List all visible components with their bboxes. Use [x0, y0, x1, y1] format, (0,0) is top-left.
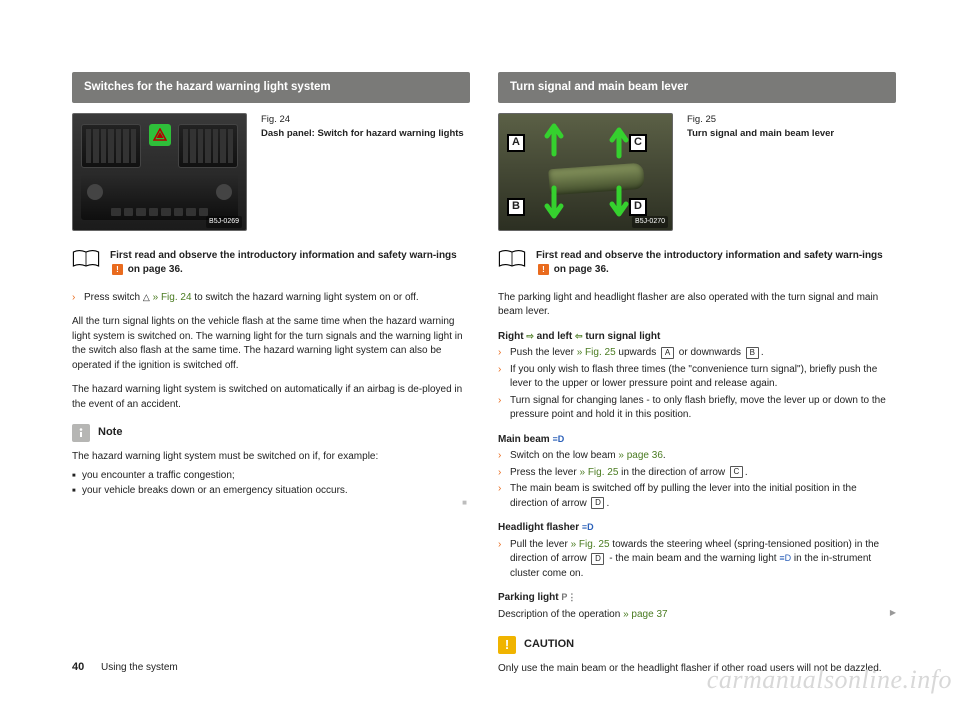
- label-c: C: [629, 134, 647, 152]
- figure-25-title: Turn signal and main beam lever: [687, 128, 834, 139]
- label-a: A: [507, 134, 525, 152]
- list-item: Switch on the low beam » page 36.: [498, 449, 896, 464]
- read-first-left: First read and observe the introductory …: [72, 249, 470, 277]
- continue-icon: ▶: [890, 608, 896, 617]
- list-item: Press the lever » Fig. 25 in the directi…: [498, 466, 896, 481]
- list-item: your vehicle breaks down or an emergency…: [72, 484, 470, 499]
- figure-24-image: B5J-0269: [72, 113, 247, 231]
- book-icon: [498, 249, 526, 269]
- figure-24-caption: Fig. 24 Dash panel: Switch for hazard wa…: [261, 113, 470, 231]
- dash-vent-left: [81, 124, 141, 168]
- chapter-name: Using the system: [101, 662, 178, 673]
- hazard-switch-icon: [149, 124, 171, 146]
- flasher-list: Pull the lever » Fig. 25 towards the ste…: [498, 538, 896, 582]
- dash-vent-right: [178, 124, 238, 168]
- sub-turn-pre: Right: [498, 331, 526, 342]
- note-label: Note: [98, 425, 122, 441]
- subhead-parking-light: Parking light P⋮: [498, 591, 896, 606]
- parking-light-icon: P⋮: [561, 591, 576, 604]
- figure-24-code: B5J-0269: [206, 216, 242, 228]
- sub-turn-mid: and left: [534, 331, 575, 342]
- figure-25-code: B5J-0270: [632, 216, 668, 228]
- warning-icon: !: [538, 264, 549, 275]
- right-intro: The parking light and headlight flasher …: [498, 291, 896, 320]
- main-beam-icon: ≡D: [552, 433, 564, 446]
- body-paragraph: The hazard warning light system is switc…: [72, 383, 470, 412]
- label-d: D: [629, 198, 647, 216]
- dash-radio: [81, 174, 238, 220]
- info-icon: [72, 424, 90, 442]
- ref-a: A: [661, 347, 674, 359]
- caution-label: CAUTION: [524, 637, 574, 653]
- subhead-main-beam: Main beam ≡D: [498, 433, 896, 448]
- read-first-right: First read and observe the introductory …: [498, 249, 896, 277]
- body-paragraph: All the turn signal lights on the vehicl…: [72, 315, 470, 373]
- list-item: The main beam is switched off by pulling…: [498, 482, 896, 511]
- warning-icon: !: [112, 264, 123, 275]
- turn-signal-list: Push the lever » Fig. 25 upwards A or do…: [498, 346, 896, 423]
- ref-d: D: [591, 497, 604, 509]
- note-list: you encounter a traffic congestion; your…: [72, 469, 470, 499]
- rf-pre: First read and observe the introductory …: [110, 250, 457, 261]
- list-item: Press switch △ » Fig. 24 to switch the h…: [72, 291, 470, 306]
- book-icon: [72, 249, 100, 269]
- step-post: to switch the hazard warning light syste…: [192, 292, 419, 303]
- figure-24-title: Dash panel: Switch for hazard warning li…: [261, 128, 464, 139]
- figure-25-image: A B C D B5J-0270: [498, 113, 673, 231]
- rf-post: on page 36.: [551, 264, 609, 275]
- page-number: 40: [72, 661, 84, 673]
- list-item: Turn signal for changing lanes - to only…: [498, 394, 896, 423]
- list-item: If you only wish to flash three times (t…: [498, 363, 896, 392]
- caution-text: Only use the main beam or the headlight …: [498, 662, 896, 677]
- left-section-header: Switches for the hazard warning light sy…: [72, 72, 470, 103]
- figure-24-row: B5J-0269 Fig. 24 Dash panel: Switch for …: [72, 113, 470, 231]
- figure-25-num: Fig. 25: [687, 113, 896, 127]
- label-b: B: [507, 198, 525, 216]
- step-pre: Press switch: [84, 292, 143, 303]
- caution-icon: !: [498, 636, 516, 654]
- ref-b: B: [746, 347, 759, 359]
- hazard-step-list: Press switch △ » Fig. 24 to switch the h…: [72, 291, 470, 306]
- note-header: Note: [72, 424, 470, 442]
- read-first-text-left: First read and observe the introductory …: [110, 249, 470, 277]
- right-column: Turn signal and main beam lever A B C D: [498, 72, 896, 687]
- parking-light-body: Description of the operation » page 37: [498, 608, 896, 623]
- two-column-layout: Switches for the hazard warning light sy…: [72, 72, 896, 687]
- read-first-text-right: First read and observe the introductory …: [536, 249, 896, 277]
- subhead-turn-signal: Right ⇨ and left ⇦ turn signal light: [498, 330, 896, 345]
- main-beam-list: Switch on the low beam » page 36. Press …: [498, 449, 896, 511]
- flasher-icon: ≡D: [582, 521, 594, 534]
- rf-post: on page 36.: [125, 264, 183, 275]
- list-item: Push the lever » Fig. 25 upwards A or do…: [498, 346, 896, 361]
- list-item: Pull the lever » Fig. 25 towards the ste…: [498, 538, 896, 582]
- right-turn-icon: ⇨: [526, 330, 534, 343]
- note-intro: The hazard warning light system must be …: [72, 450, 470, 465]
- rf-pre: First read and observe the introductory …: [536, 250, 883, 261]
- subhead-headlight-flasher: Headlight flasher ≡D: [498, 521, 896, 536]
- page-root: Switches for the hazard warning light sy…: [0, 0, 960, 701]
- hazard-triangle-icon: △: [143, 291, 150, 304]
- left-turn-icon: ⇦: [575, 330, 583, 343]
- right-section-header: Turn signal and main beam lever: [498, 72, 896, 103]
- ref-c: C: [730, 466, 743, 478]
- figure-25-row: A B C D B5J-0270 Fig. 25 Turn signal and…: [498, 113, 896, 231]
- figure-25-caption: Fig. 25 Turn signal and main beam lever: [687, 113, 896, 231]
- page-footer: 40 Using the system: [72, 661, 178, 673]
- figure-24-num: Fig. 24: [261, 113, 470, 127]
- sub-turn-post: turn signal light: [583, 331, 661, 342]
- xref: » Fig. 24: [153, 292, 192, 303]
- ref-d: D: [591, 553, 604, 565]
- left-column: Switches for the hazard warning light sy…: [72, 72, 470, 687]
- list-item: you encounter a traffic congestion;: [72, 469, 470, 484]
- caution-header: ! CAUTION: [498, 636, 896, 654]
- beam-icon: ≡D: [779, 552, 791, 565]
